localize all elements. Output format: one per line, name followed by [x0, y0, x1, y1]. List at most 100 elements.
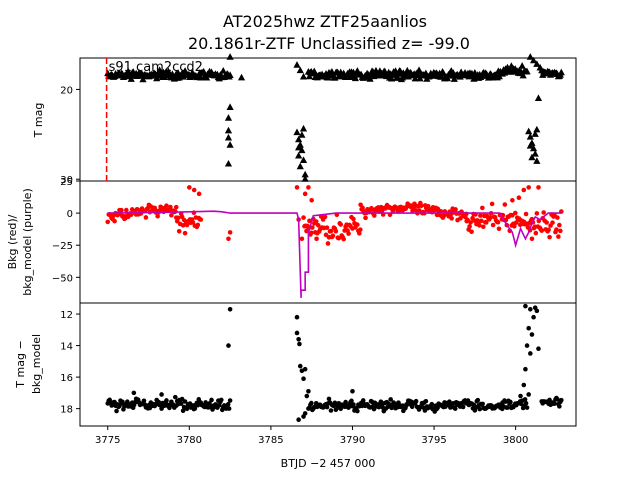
tmag-minus-bkg-model-data-point: [557, 404, 562, 409]
tmag-data-point: [296, 66, 304, 74]
panel-tmag-minus-bkg-model: 12 14 16 18 T mag − bkg_model: [14, 302, 577, 427]
bkg-data-point: [299, 236, 305, 242]
tmag-minus-bkg-model-data-point: [536, 346, 541, 352]
bkg-data-point: [556, 234, 561, 239]
tmag-minus-bkg-model-data-point: [523, 303, 528, 309]
bkg-data-point: [124, 207, 129, 213]
bkg-data-point: [453, 207, 458, 212]
y-tick-label: −50: [52, 273, 73, 284]
tmag-data-point: [443, 74, 452, 82]
x-axis-label: BTJD −2 457 000: [281, 457, 376, 470]
tmag-minus-bkg-model-data-point: [227, 398, 233, 403]
tmag-minus-bkg-model-data-point: [351, 402, 356, 407]
tmag-minus-bkg-model-data-point: [534, 308, 540, 314]
tmag-minus-bkg-model-data-point: [324, 404, 330, 410]
tmag-minus-bkg-model-data-point: [460, 404, 466, 410]
tmag-data-point: [200, 67, 208, 75]
bkg-data-point: [309, 197, 314, 203]
bkg-data-point: [169, 212, 174, 218]
bkg-data-point: [310, 225, 315, 230]
tmag-minus-bkg-model-data-point: [226, 406, 232, 411]
y-tick-label: −25: [52, 241, 73, 252]
bkg-data-point: [315, 222, 321, 228]
tmag-minus-bkg-model-data-point: [388, 397, 393, 402]
tmag-data-point: [224, 133, 233, 141]
tmag-minus-bkg-model-data-point: [296, 336, 301, 342]
tmag-minus-bkg-model-data-point: [480, 401, 485, 407]
bkg-data-point: [333, 228, 339, 234]
tmag-minus-bkg-model-data-point: [452, 406, 458, 411]
bkg-data-point: [363, 215, 368, 221]
tmag-data-point: [531, 150, 539, 157]
tmag-minus-bkg-model-data-point: [349, 398, 354, 404]
tmag-minus-bkg-model-data-point: [523, 400, 529, 406]
bkg-data-point: [516, 195, 522, 200]
panel-frame-tmag-minus-bkg-model: [79, 302, 577, 427]
bkg-data-point: [468, 220, 473, 225]
bkg-data-point: [181, 217, 187, 223]
bkg-data-point: [533, 230, 539, 236]
ylabel-bkg-line2: bkg_model (purple): [21, 188, 34, 295]
tmag-data-point: [388, 74, 396, 82]
tmag-data-point: [299, 72, 308, 80]
bkg-data-point: [513, 210, 518, 216]
bkg-data-point: [302, 191, 308, 197]
tmag-minus-bkg-model-data-point: [225, 402, 231, 407]
bkg-data-point: [119, 207, 124, 213]
bkg-data-point: [547, 234, 552, 240]
bkg-data-point: [483, 220, 489, 225]
tmag-minus-bkg-model-data-point: [172, 394, 178, 400]
tmag-minus-bkg-model-data-point: [120, 399, 125, 405]
bkg-data-point: [487, 215, 493, 221]
bkg-data-point: [191, 187, 197, 193]
x-tick-label: 3795: [421, 435, 446, 446]
chart-title-line2: 20.1861r-ZTF Unclassified z= -99.0: [188, 34, 470, 53]
bkg-data-point: [357, 231, 362, 236]
bkg-data-point: [479, 218, 484, 224]
bkg-points: [105, 185, 564, 246]
tmag-data-point: [139, 75, 147, 83]
tmag-data-point: [526, 133, 534, 140]
bkg-data-point: [419, 203, 424, 209]
tmag-data-point: [293, 61, 301, 68]
tmag-data-point: [293, 128, 301, 136]
tmag-minus-bkg-model-data-point: [526, 325, 531, 331]
tmag-minus-bkg-model-data-point: [209, 397, 214, 403]
bkg-data-point: [196, 191, 202, 197]
bkg-data-point: [534, 211, 540, 216]
ylabel-bkg-line1: Bkg (red)/: [6, 214, 19, 269]
bkg-data-point: [481, 224, 486, 230]
bkg-data-point: [173, 204, 179, 210]
bkg-data-point: [489, 201, 495, 207]
tmag-minus-bkg-model-data-point: [301, 376, 306, 381]
bkg-data-point: [358, 227, 363, 232]
bkg-data-point: [477, 223, 482, 228]
tmag-minus-bkg-model-data-point: [521, 382, 527, 388]
bkg-data-point: [330, 233, 336, 239]
tmag-minus-bkg-model-data-point: [227, 307, 233, 312]
tmag-minus-bkg-model-data-point: [326, 396, 332, 402]
bkg-data-point: [526, 185, 531, 190]
bkg-data-point: [341, 236, 346, 242]
bkg-data-point: [495, 219, 501, 225]
tmag-data-point: [237, 73, 246, 81]
tmag-minus-bkg-model-data-point: [333, 407, 339, 413]
bkg-data-point: [544, 220, 549, 225]
bkg-data-point: [355, 222, 360, 227]
bkg-data-point: [536, 185, 541, 190]
bkg-data-point: [555, 215, 560, 220]
tmag-data-point: [301, 170, 309, 178]
bkg-data-point: [449, 216, 454, 221]
x-axis-ticks: 3775 3780 3785 3790 3795 3800: [95, 426, 528, 446]
bkg-data-point: [539, 228, 545, 233]
tmag-data-point: [531, 130, 539, 137]
bkg-data-point: [325, 241, 331, 246]
ylabel-tmag: T mag: [32, 103, 45, 139]
bkg-data-point: [301, 215, 306, 220]
tmag-data-point: [523, 67, 531, 75]
bkg-data-point: [554, 227, 559, 232]
ylabel-tmag-minus-line1: T mag −: [14, 340, 27, 388]
bkg-data-point: [521, 187, 527, 193]
tmag-minus-bkg-model-data-point: [350, 389, 355, 394]
tmag-data-point: [533, 125, 541, 133]
